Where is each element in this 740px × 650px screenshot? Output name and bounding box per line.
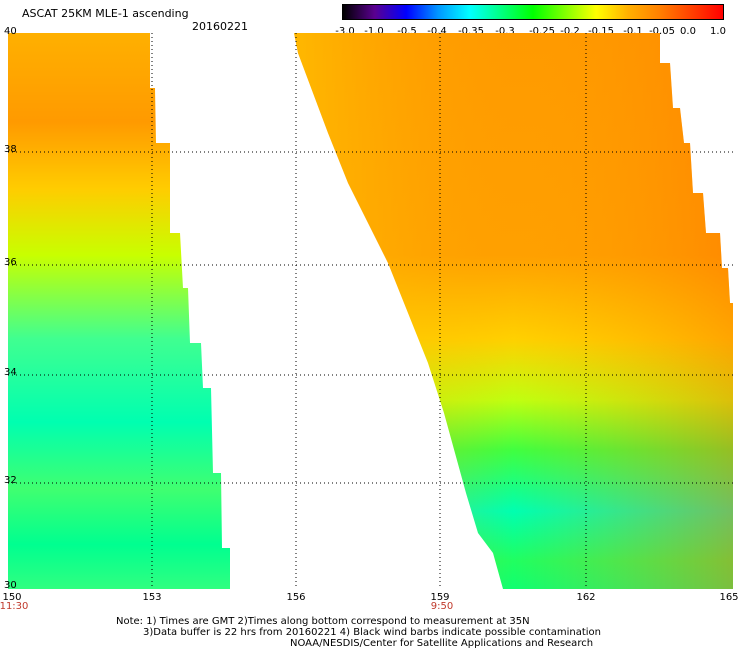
lat-label: 34 bbox=[4, 367, 17, 378]
map-date: 20160221 bbox=[192, 20, 248, 33]
lon-label: 150 bbox=[2, 592, 22, 603]
colorbar-labels: -3.0 -1.0 -0.5 -0.4 -0.35 -0.3 -0.25 -0.… bbox=[330, 26, 740, 38]
colorbar-label: -1.0 bbox=[364, 26, 384, 37]
lon-label: 162 bbox=[576, 592, 596, 603]
lon-label: 159 bbox=[430, 592, 450, 603]
colorbar-label: -0.2 bbox=[560, 26, 580, 37]
map-title: ASCAT 25KM MLE-1 ascending bbox=[22, 7, 189, 20]
colorbar-label: 0.0 bbox=[680, 26, 696, 37]
lat-label: 32 bbox=[4, 475, 17, 486]
lon-label: 156 bbox=[286, 592, 306, 603]
lon-label: 165 bbox=[719, 592, 739, 603]
colorbar bbox=[342, 4, 724, 20]
note-line: 3)Data buffer is 22 hrs from 20160221 4)… bbox=[143, 627, 601, 638]
lat-label: 38 bbox=[4, 144, 17, 155]
colorbar-label: -0.4 bbox=[427, 26, 447, 37]
time-label: 11:30 bbox=[0, 601, 29, 612]
colorbar-label: -0.15 bbox=[588, 26, 614, 37]
left-swath bbox=[8, 33, 230, 589]
colorbar-label: -0.3 bbox=[495, 26, 515, 37]
note-line: NOAA/NESDIS/Center for Satellite Applica… bbox=[290, 638, 594, 649]
lat-label: 40 bbox=[4, 26, 17, 37]
colorbar-label: 1.0 bbox=[710, 26, 726, 37]
wind-swath-map bbox=[8, 33, 733, 589]
colorbar-label: -0.35 bbox=[458, 26, 484, 37]
colorbar-label: -0.1 bbox=[623, 26, 643, 37]
lon-label: 153 bbox=[142, 592, 162, 603]
note-line: Note: 1) Times are GMT 2)Times along bot… bbox=[116, 616, 530, 627]
time-label: 9:50 bbox=[430, 601, 454, 612]
lat-label: 36 bbox=[4, 257, 17, 268]
graticule bbox=[8, 33, 733, 589]
colorbar-label: -0.25 bbox=[529, 26, 555, 37]
colorbar-label: -0.05 bbox=[649, 26, 675, 37]
lat-label: 30 bbox=[4, 580, 17, 591]
colorbar-label: -0.5 bbox=[397, 26, 417, 37]
colorbar-label: -3.0 bbox=[335, 26, 355, 37]
